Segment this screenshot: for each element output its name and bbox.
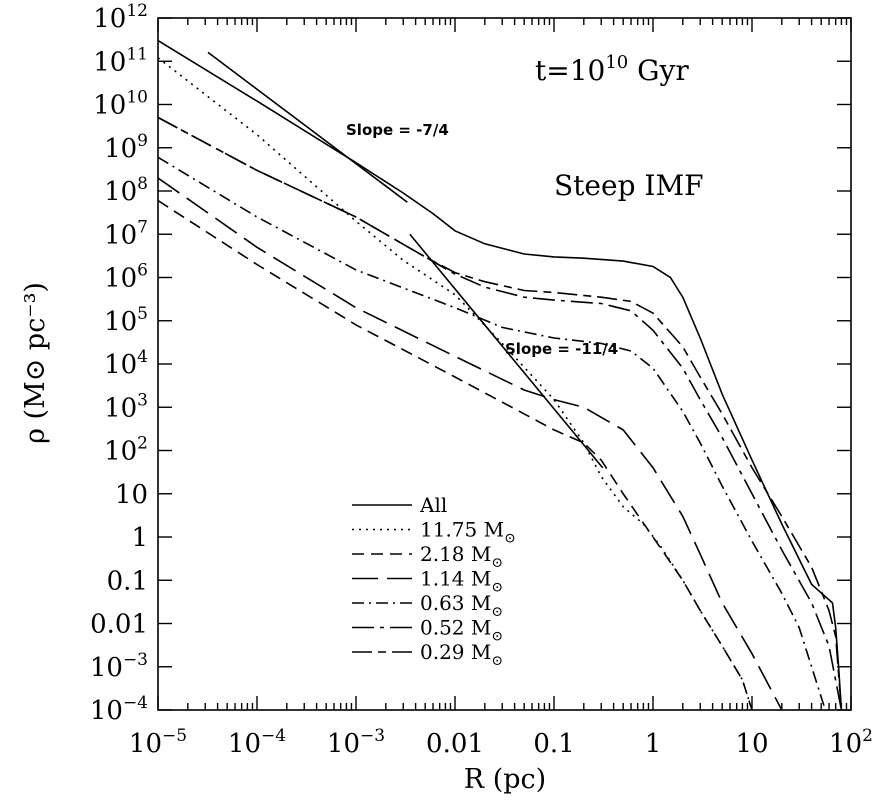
y-tick-label: 104 (104, 347, 148, 380)
legend-label: 11.75 M⊙ (420, 518, 516, 547)
reference-lines-layer (207, 51, 604, 469)
y-tick-label: 10−3 (90, 650, 148, 683)
time-unit: Gyr (637, 54, 689, 87)
slope-label-11-4: Slope = -11/4 (505, 340, 618, 358)
x-tick-label: 10−3 (327, 726, 385, 759)
imf-label: Steep IMF (554, 169, 704, 202)
x-tick-label: 10−5 (129, 726, 187, 759)
series-line-2-18-m (158, 199, 753, 710)
y-tick-label: 10 (115, 480, 148, 510)
x-axis-title: R (pc) (464, 764, 546, 795)
y-tick-label: 109 (104, 131, 148, 164)
legend-label: 1.14 M⊙ (420, 567, 503, 596)
tick-labels-layer: 10−5 10−4 10−3 0.01 0.1 1 10 102101210111010109… (90, 1, 873, 759)
y-tick-label: 1 (131, 523, 148, 553)
legend-label: 0.29 M⊙ (420, 640, 503, 669)
x-tick-label: 0.1 (533, 729, 574, 759)
legend-label: 0.52 M⊙ (420, 616, 503, 645)
x-tick-label: 10−4 (228, 726, 286, 759)
y-tick-label: 105 (104, 304, 148, 337)
series-line-0-63-m (158, 156, 827, 710)
y-tick-label: 108 (104, 174, 148, 207)
series-line-0-52-m (158, 116, 843, 710)
y-tick-label: 10−4 (90, 693, 148, 726)
series-line-1-14-m (158, 177, 783, 710)
y-tick-label: 1011 (93, 44, 148, 77)
x-tick-label: 10 (735, 729, 768, 759)
series-line-all (158, 39, 843, 710)
svg-text:t=1010 Gyr: t=1010 Gyr (535, 52, 689, 87)
reference-line-slope-11-4 (409, 233, 604, 469)
time-prefix: t=10 (535, 54, 605, 87)
y-tick-label: 103 (104, 390, 148, 423)
y-tick-label: 1012 (93, 1, 148, 34)
y-tick-label: 107 (104, 217, 148, 250)
y-tick-label: 0.01 (90, 610, 148, 640)
y-tick-label: 102 (104, 434, 148, 467)
y-axis-title: ρ (M⊙ pc⁻³) (20, 282, 51, 444)
slope-label-7-4: Slope = -7/4 (346, 121, 449, 139)
legend-label: 0.63 M⊙ (420, 591, 503, 620)
x-tick-label: 0.01 (426, 729, 484, 759)
legend-label: 2.18 M⊙ (420, 542, 503, 571)
plot-frame (157, 17, 852, 711)
tick-marks-layer (157, 17, 852, 711)
y-tick-label: 1010 (93, 88, 148, 121)
x-tick-label: 1 (645, 729, 662, 759)
legend-label: All (419, 493, 447, 517)
x-tick-label: 102 (829, 726, 873, 759)
reference-line-slope-7-4 (207, 51, 408, 203)
y-tick-label: 106 (104, 261, 148, 294)
y-tick-label: 0.1 (107, 566, 148, 596)
time-exponent: 10 (605, 52, 628, 73)
time-annotation: t=1010 Gyr (535, 52, 689, 87)
series-line-0-29-m (158, 116, 843, 710)
